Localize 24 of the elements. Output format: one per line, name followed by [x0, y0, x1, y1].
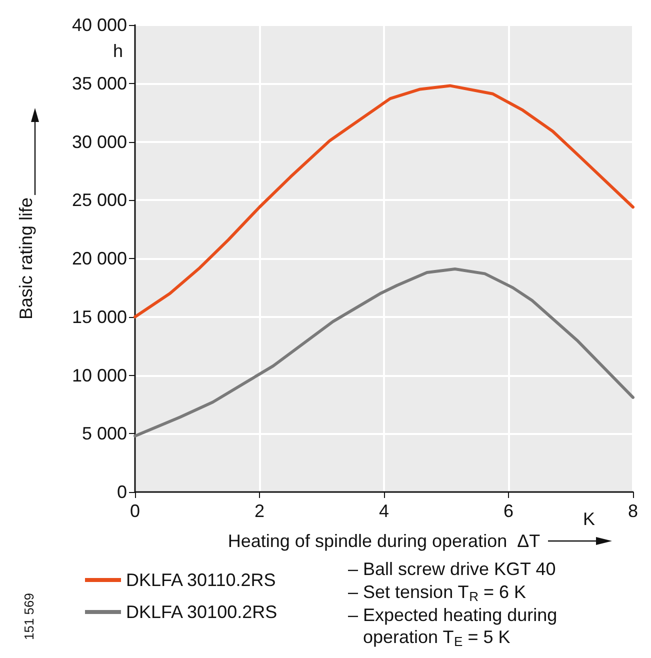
- y-axis-title: Basic rating life: [16, 197, 36, 320]
- x-tick-label: 2: [254, 501, 265, 521]
- text: – Ball screw drive KGT 40: [348, 559, 556, 579]
- x-tick-label: 0: [130, 501, 140, 521]
- y-tick-label: 20 000: [72, 248, 127, 268]
- y-tick-label: 35 000: [72, 73, 127, 94]
- y-tick-label: 30 000: [72, 132, 127, 152]
- y-tick-label: 25 000: [72, 190, 127, 210]
- line-series: [134, 84, 634, 318]
- text: 151 569: [22, 593, 36, 640]
- x-tick-label: 4: [378, 501, 390, 521]
- x-tick-label: 6: [503, 501, 514, 521]
- legend-label: DKLFA 30100.2RS: [126, 602, 278, 622]
- y-tick-label: 0: [116, 482, 127, 502]
- line-series: [134, 268, 634, 438]
- y-tick-label: 40 000: [72, 15, 127, 35]
- legend-label: DKLFA 30110.2RS: [126, 570, 276, 590]
- y-tick-label: 10 000: [72, 365, 127, 386]
- y-tick-label: 15 000: [72, 306, 127, 327]
- x-tick-label: 8: [628, 501, 638, 521]
- text: K: [583, 509, 596, 529]
- x-axis-title: Heating of spindle during operation ΔT: [228, 531, 540, 551]
- text: h: [113, 41, 124, 61]
- y-tick-label: 5 000: [82, 424, 127, 444]
